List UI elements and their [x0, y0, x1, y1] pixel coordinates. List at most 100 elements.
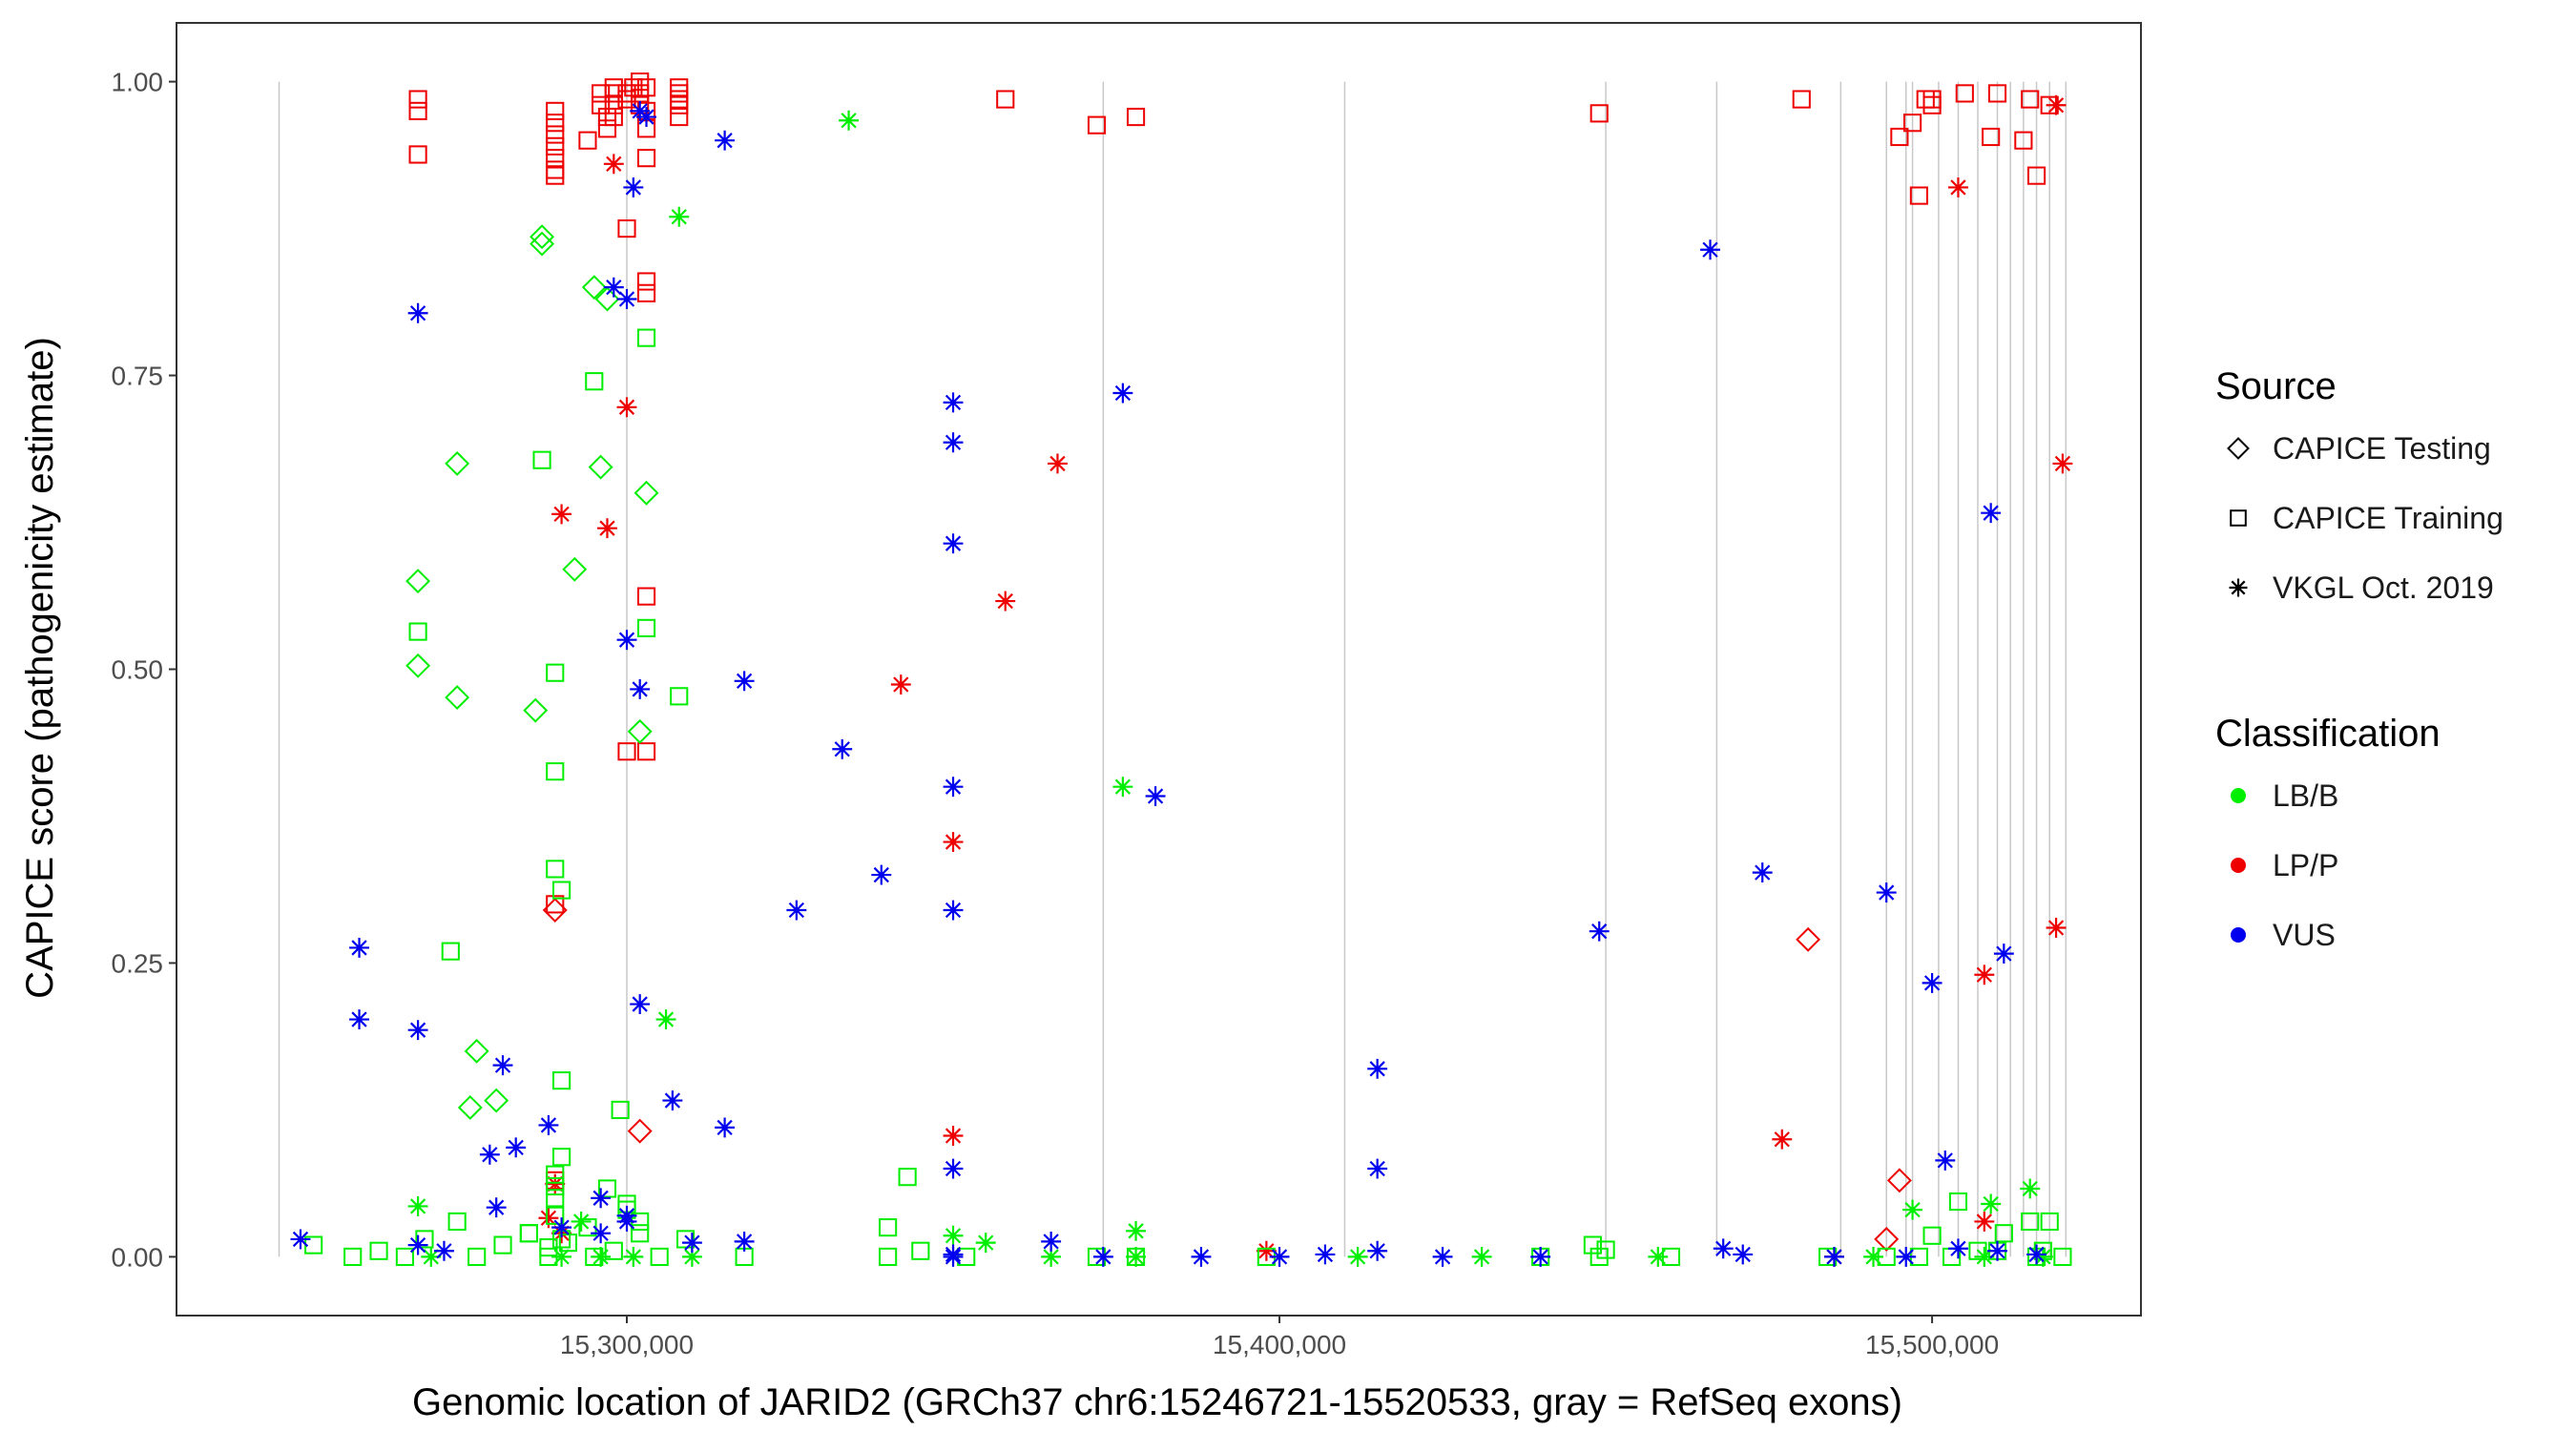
data-point — [551, 1217, 572, 1238]
legend-key-asterisk — [2229, 578, 2248, 597]
data-point — [1087, 115, 1107, 135]
data-point — [604, 107, 623, 127]
data-point — [943, 392, 964, 413]
data-point — [597, 119, 617, 138]
data-point — [1367, 1158, 1388, 1179]
data-point — [911, 1241, 930, 1260]
data-point — [1890, 127, 1909, 147]
data-point — [2021, 90, 2040, 109]
data-point — [571, 1212, 592, 1232]
data-point — [898, 1168, 917, 1187]
data-point — [592, 84, 611, 103]
x-axis-title: Genomic location of JARID2 (GRCh37 chr6:… — [412, 1381, 1902, 1423]
data-point — [546, 136, 565, 156]
data-point — [2032, 1246, 2053, 1267]
data-point — [1126, 107, 1146, 127]
data-point — [1948, 1192, 1968, 1212]
data-point — [1145, 786, 1166, 806]
data-point — [542, 898, 568, 923]
data-point — [1041, 1231, 1062, 1252]
data-point — [2020, 1178, 2041, 1199]
legend-color-dot — [2231, 788, 2246, 803]
data-point — [552, 881, 571, 900]
data-point — [636, 587, 656, 606]
data-point — [631, 1224, 650, 1243]
data-point — [1886, 1168, 1912, 1193]
y-axis: 0.00 0.25 0.50 0.75 1.00 — [112, 68, 177, 1272]
data-point — [464, 1038, 489, 1064]
data-point — [650, 1247, 669, 1266]
data-point — [445, 685, 470, 711]
data-point — [670, 107, 689, 127]
data-point — [943, 432, 964, 453]
data-point — [1048, 453, 1068, 474]
data-point — [734, 671, 755, 692]
data-point — [552, 1071, 571, 1090]
data-point — [395, 1247, 414, 1266]
data-point — [636, 107, 656, 127]
data-point — [588, 454, 613, 480]
data-point — [617, 218, 636, 238]
data-point — [603, 277, 624, 298]
data-point — [2026, 166, 2046, 185]
data-point — [492, 1055, 513, 1076]
data-point — [1112, 777, 1133, 798]
data-point — [1367, 1058, 1388, 1079]
data-point — [1922, 972, 1942, 993]
y-tick-label: 0.25 — [112, 948, 164, 978]
data-points — [290, 73, 2073, 1267]
exon-lines — [278, 81, 2067, 1257]
data-point — [408, 90, 427, 109]
data-point — [1874, 1226, 1900, 1252]
data-point — [943, 1225, 964, 1246]
data-point — [407, 1020, 428, 1041]
data-point — [675, 1230, 696, 1249]
data-point — [975, 1233, 996, 1254]
data-point — [349, 1009, 369, 1030]
data-point — [506, 1137, 527, 1158]
data-point — [1752, 862, 1773, 883]
data-point — [467, 1247, 487, 1266]
data-point — [943, 900, 964, 921]
data-point — [407, 1234, 428, 1255]
legend-color-dot — [2231, 927, 2246, 943]
data-point — [1982, 127, 2001, 147]
data-point — [786, 900, 807, 921]
data-point — [627, 718, 653, 744]
data-point — [1589, 1247, 1609, 1266]
data-point — [1994, 1224, 2013, 1243]
data-point — [2046, 94, 2067, 115]
data-point — [290, 1229, 311, 1250]
data-point — [532, 450, 551, 469]
legend-class-label: VUS — [2273, 918, 2336, 952]
legend-key-square — [2230, 509, 2247, 527]
data-point — [634, 480, 659, 506]
data-point — [636, 742, 656, 761]
data-point — [1315, 1244, 1336, 1265]
data-point — [1948, 1238, 1968, 1259]
data-point — [681, 1233, 702, 1254]
y-tick-label: 0.75 — [112, 362, 164, 391]
data-point — [616, 1205, 637, 1226]
data-point — [1987, 84, 2007, 103]
data-point — [1993, 944, 2014, 964]
data-point — [1981, 503, 2002, 524]
legend-class-title: Classification — [2215, 713, 2441, 755]
data-point — [1092, 1246, 1113, 1267]
data-point — [546, 166, 565, 185]
data-point — [1432, 1246, 1453, 1267]
data-point — [1903, 114, 1922, 133]
legend-source-label: CAPICE Testing — [2273, 431, 2491, 466]
data-point — [538, 1115, 559, 1135]
data-point — [1981, 1193, 2002, 1214]
legend-color-dot — [2231, 858, 2246, 873]
data-point — [655, 1009, 676, 1030]
data-point — [604, 95, 623, 114]
data-point — [630, 994, 651, 1015]
data-point — [349, 937, 369, 958]
data-point — [1256, 1240, 1277, 1261]
data-point — [669, 206, 690, 227]
data-point — [591, 1246, 612, 1267]
legend-class-label: LB/B — [2273, 778, 2338, 813]
x-tick-label: 15,400,000 — [1213, 1330, 1346, 1359]
